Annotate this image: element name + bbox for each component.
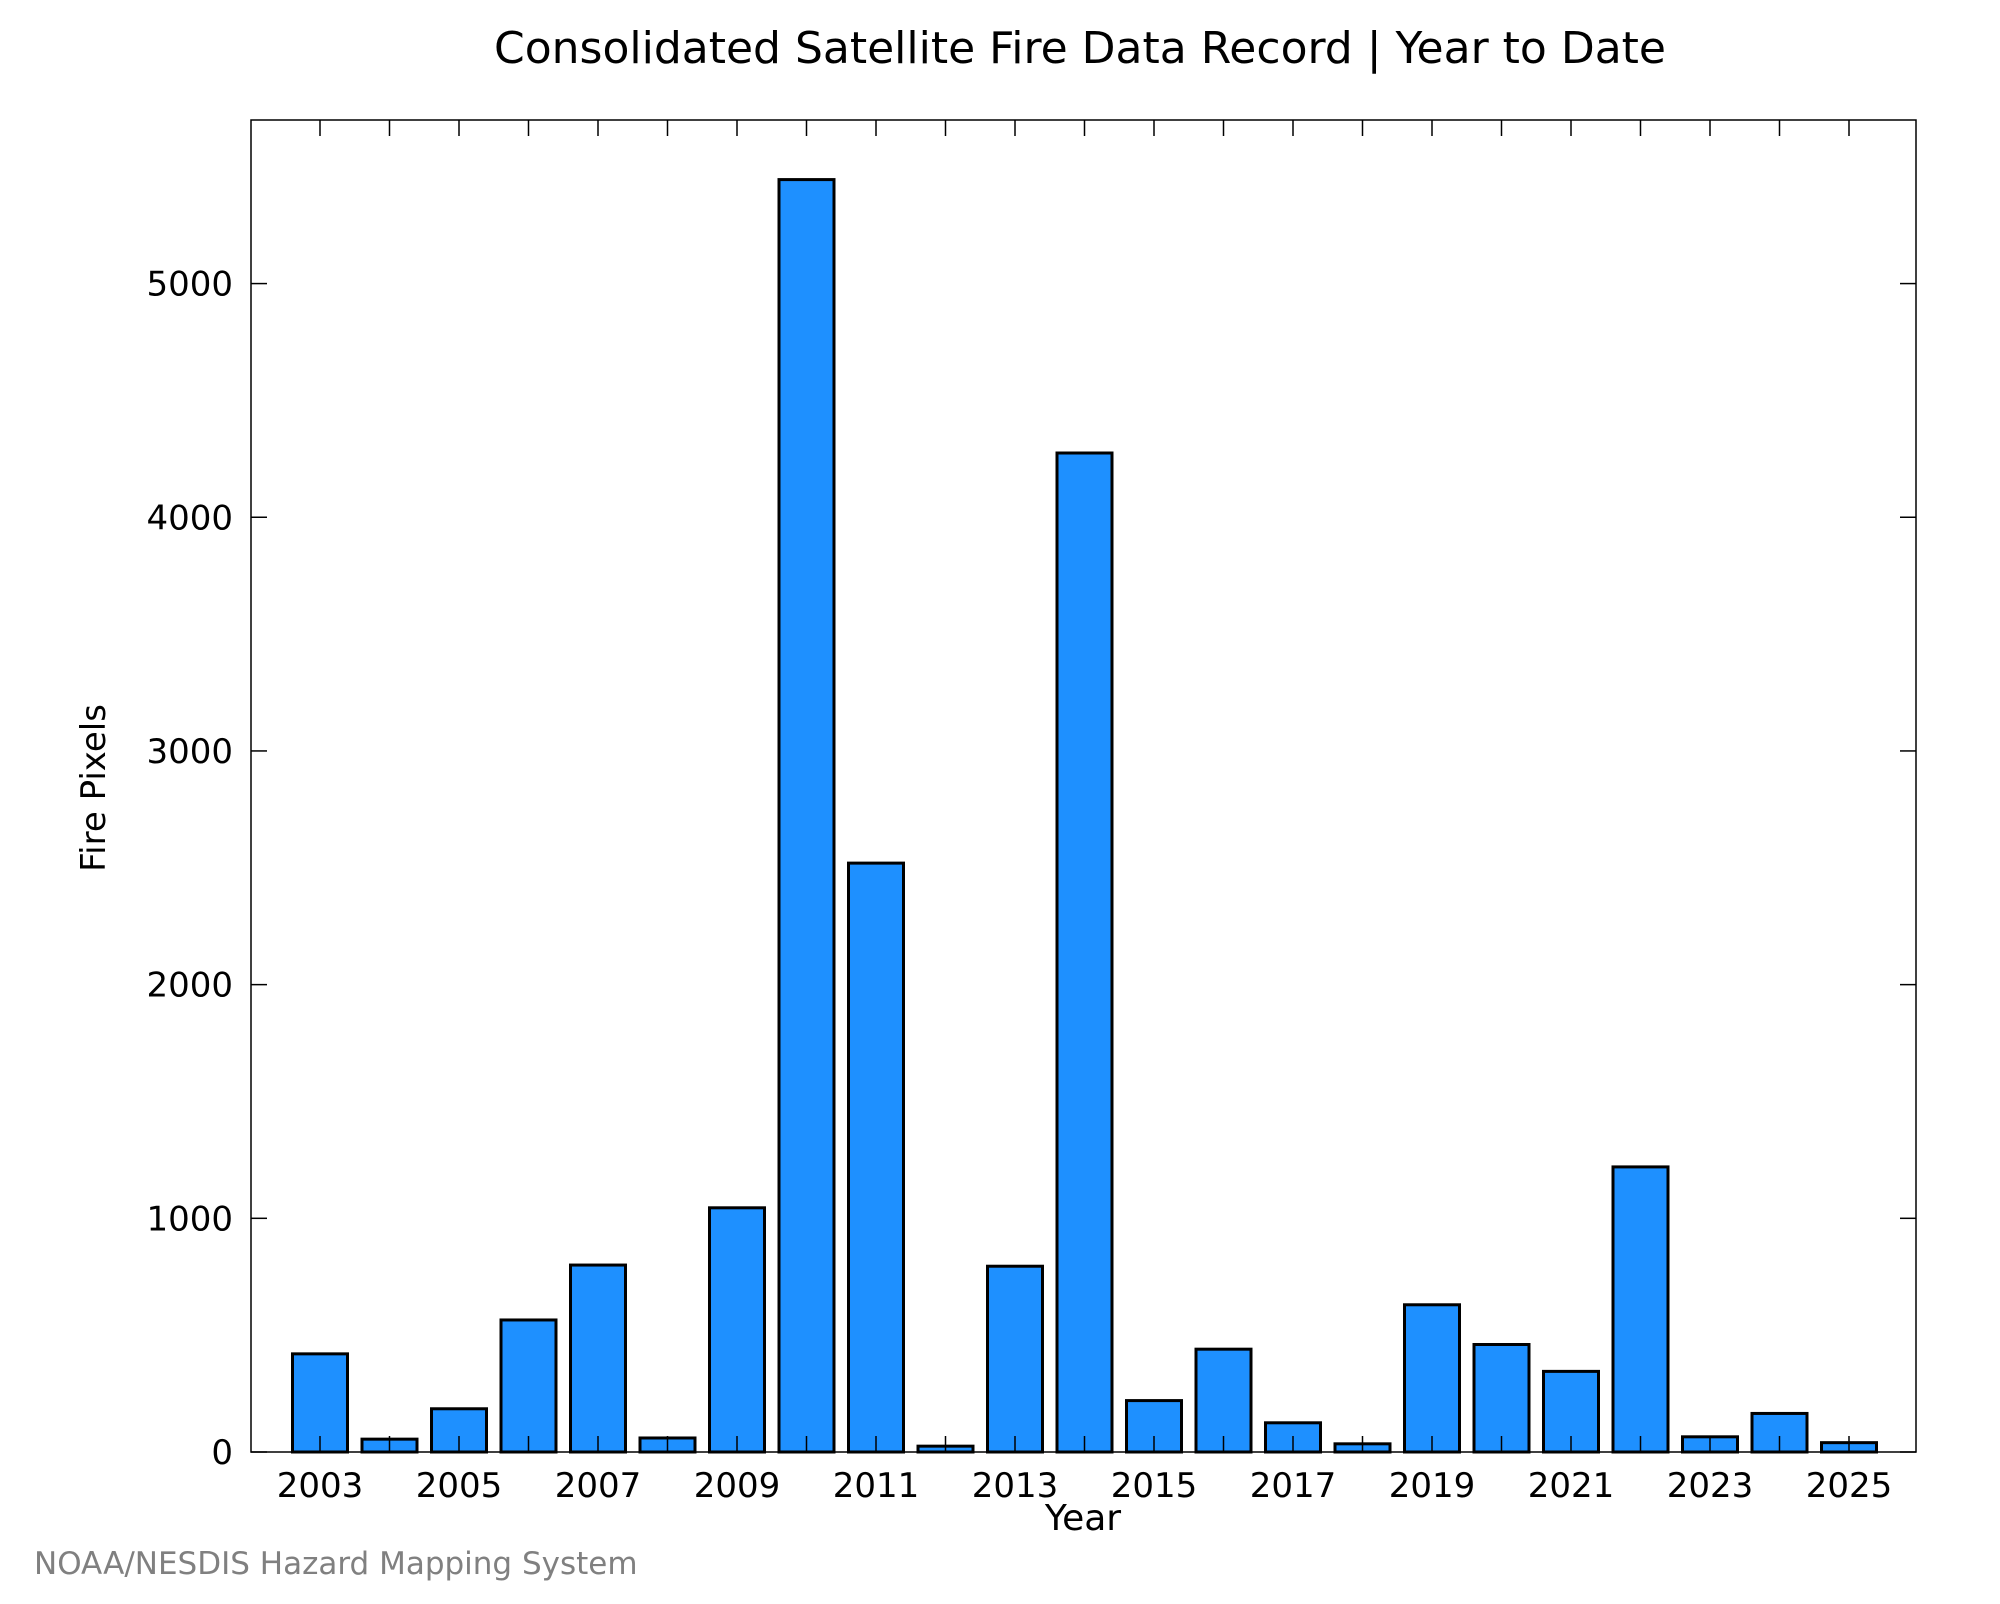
- y-axis-label: Fire Pixels: [74, 704, 114, 872]
- source-credit: NOAA/NESDIS Hazard Mapping System: [34, 1546, 638, 1582]
- x-axis-label: Year: [1044, 1498, 1121, 1539]
- bar-2019: [1403, 1303, 1461, 1454]
- x-tick-label-2025: 2025: [1806, 1466, 1893, 1506]
- y-tick-label-5000: 5000: [146, 265, 233, 305]
- bars-group: [291, 178, 1878, 1454]
- bar-2024: [1750, 1411, 1809, 1454]
- x-tick-label-2011: 2011: [833, 1466, 920, 1506]
- chart-title: Consolidated Satellite Fire Data Record …: [494, 23, 1666, 74]
- y-tick-label-1000: 1000: [146, 1199, 233, 1239]
- y-tick-label-2000: 2000: [146, 966, 233, 1006]
- bar-2010: [777, 178, 836, 1454]
- x-axis: 2003 2005 2007 2009 2011 2013 2015 2017 2019 2021…: [277, 120, 1893, 1506]
- x-tick-label-2023: 2023: [1667, 1466, 1754, 1506]
- x-tick-label-2003: 2003: [277, 1466, 364, 1506]
- x-tick-label-2007: 2007: [555, 1466, 642, 1506]
- bar-2022: [1611, 1165, 1670, 1454]
- y-tick-label-4000: 4000: [146, 498, 233, 538]
- x-tick-label-2019: 2019: [1389, 1466, 1476, 1506]
- x-tick-label-2015: 2015: [1111, 1466, 1198, 1506]
- x-tick-label-2021: 2021: [1528, 1466, 1615, 1506]
- x-tick-label-2017: 2017: [1250, 1466, 1337, 1506]
- x-tick-label-2005: 2005: [416, 1466, 503, 1506]
- bar-2020: [1472, 1343, 1531, 1454]
- y-tick-label-3000: 3000: [146, 732, 233, 772]
- y-axis: 0 1000 2000 3000 4000 5000: [146, 265, 1916, 1473]
- y-tick-label-0: 0: [211, 1433, 233, 1473]
- bar-2011: [847, 861, 905, 1454]
- bar-2007: [569, 1263, 627, 1454]
- bar-2013: [986, 1264, 1044, 1454]
- x-tick-label-2013: 2013: [972, 1466, 1059, 1506]
- bar-2009: [708, 1206, 766, 1454]
- x-tick-label-2009: 2009: [694, 1466, 781, 1506]
- bar-2014: [1055, 451, 1114, 1454]
- bar-2006: [499, 1318, 558, 1454]
